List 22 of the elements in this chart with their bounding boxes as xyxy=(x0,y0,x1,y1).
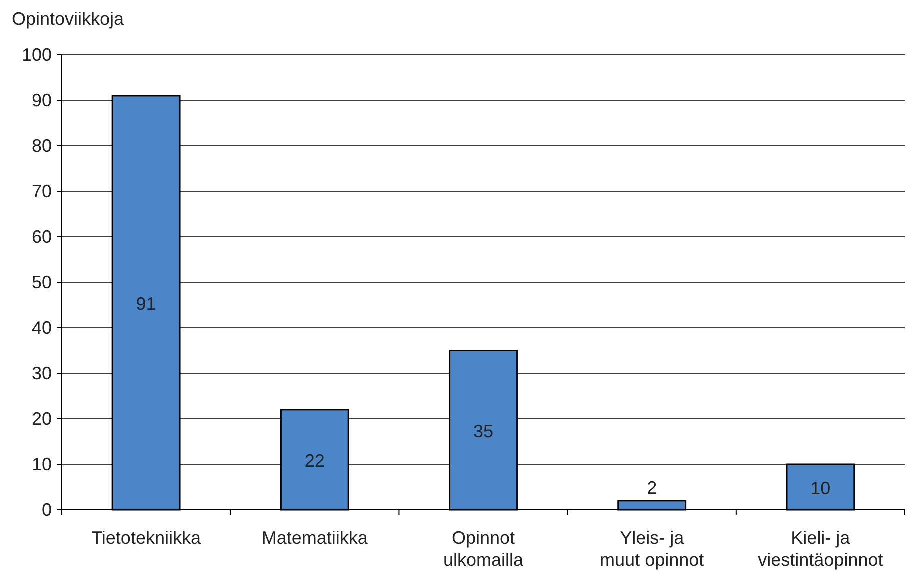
y-tick-label: 80 xyxy=(32,136,52,156)
data-label: 2 xyxy=(647,478,658,498)
data-label: 91 xyxy=(136,294,156,314)
y-tick-label: 0 xyxy=(42,500,52,520)
y-tick-label: 20 xyxy=(32,409,52,429)
x-tick-label: Yleis- ja muut opinnot xyxy=(600,528,704,570)
y-tick-label: 70 xyxy=(32,182,52,202)
y-tick-label: 100 xyxy=(22,45,52,65)
y-tick-label: 10 xyxy=(32,454,52,474)
y-tick-label: 40 xyxy=(32,318,52,338)
x-tick-label: Tietotekniikka xyxy=(92,528,202,548)
y-tick-label: 30 xyxy=(32,364,52,384)
y-tick-label: 90 xyxy=(32,90,52,110)
x-tick-label: Opinnot ulkomailla xyxy=(443,528,524,570)
x-tick-label: Kieli- ja viestintäopinnot xyxy=(758,528,884,570)
y-tick-label: 60 xyxy=(32,227,52,247)
y-axis-title: Opintoviikkoja xyxy=(12,9,126,29)
data-label: 22 xyxy=(304,450,325,471)
y-tick-label: 50 xyxy=(32,272,52,292)
data-label: 35 xyxy=(473,421,494,442)
x-tick-label: Matematiikka xyxy=(262,528,369,548)
data-label: 10 xyxy=(810,478,831,498)
